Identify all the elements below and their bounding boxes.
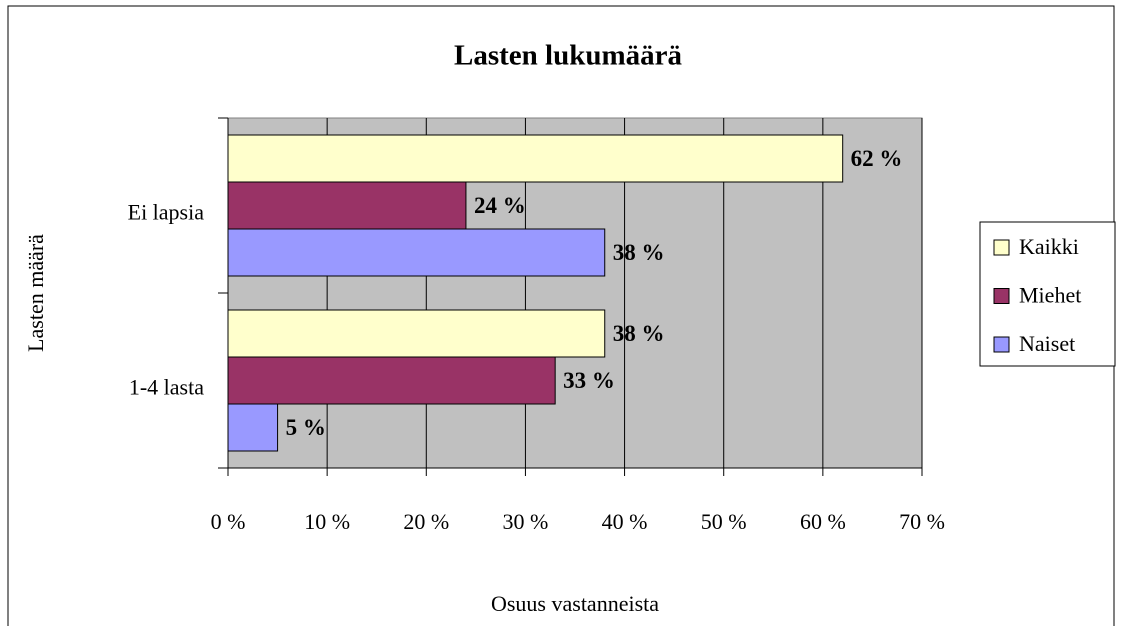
x-tick-label: 30 % — [503, 509, 549, 534]
y-tick-label: 1-4 lasta — [129, 374, 204, 399]
legend-swatch — [993, 336, 1010, 353]
x-tick-label: 70 % — [899, 509, 945, 534]
bar — [227, 356, 556, 405]
x-tick-label: 20 % — [403, 509, 449, 534]
x-tick-label: 40 % — [602, 509, 648, 534]
x-tick-label: 60 % — [800, 509, 846, 534]
x-tick-label: 50 % — [701, 509, 747, 534]
x-axis-label: Osuus vastanneista — [491, 591, 659, 616]
data-label: 33 % — [563, 368, 615, 393]
legend-label: Kaikki — [1019, 234, 1079, 259]
data-label: 38 % — [613, 321, 665, 346]
chart-title: Lasten lukumäärä — [454, 40, 683, 72]
data-label: 24 % — [474, 193, 526, 218]
x-tick-label: 0 % — [211, 509, 246, 534]
y-axis-label: Lasten määrä — [23, 234, 48, 352]
legend-label: Naiset — [1019, 331, 1075, 356]
data-label: 62 % — [851, 146, 903, 171]
legend-swatch — [993, 239, 1010, 256]
bar — [227, 403, 279, 452]
x-tick-label: 10 % — [304, 509, 350, 534]
legend-swatch — [993, 288, 1010, 304]
bar — [227, 181, 467, 230]
data-label: 5 % — [286, 415, 326, 440]
bar — [227, 309, 606, 358]
y-tick-label: Ei lapsia — [128, 199, 205, 224]
legend-label: Miehet — [1019, 283, 1081, 308]
data-label: 38 % — [613, 240, 665, 265]
bar — [227, 134, 844, 183]
bar — [227, 228, 606, 277]
